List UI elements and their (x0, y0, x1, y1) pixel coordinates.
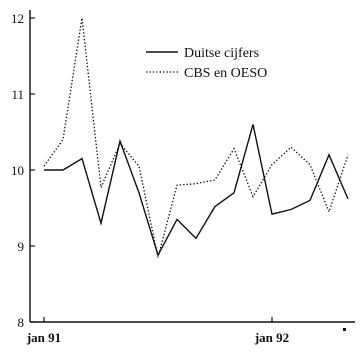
axes (29, 10, 355, 323)
y-tick-label: 9 (18, 239, 25, 254)
y-axis-ticks: 8 9 10 11 12 (11, 11, 35, 330)
series-line-duitse-cijfers (44, 124, 349, 257)
legend-label: Duitse cijfers (184, 46, 259, 61)
x-tick-mark (343, 328, 346, 331)
legend: Duitse cijfers CBS en OESO (146, 46, 267, 81)
y-tick-label: 12 (11, 11, 24, 26)
series-line-cbs-en-oeso (43, 17, 349, 258)
x-axis-ticks: jan 91 jan 92 (26, 317, 346, 345)
series-layer (43, 17, 349, 258)
x-tick-label: jan 91 (26, 330, 61, 345)
y-tick-label: 10 (11, 163, 24, 178)
y-tick-label: 8 (18, 315, 25, 330)
x-tick-label: jan 92 (254, 330, 289, 345)
legend-label: CBS en OESO (184, 66, 267, 81)
y-tick-label: 11 (11, 87, 24, 102)
